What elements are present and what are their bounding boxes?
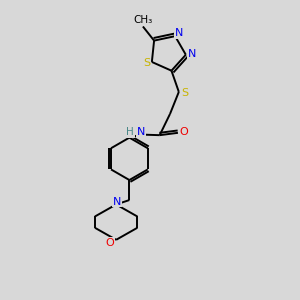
Text: N: N	[188, 49, 196, 59]
Text: S: S	[182, 88, 189, 98]
Text: O: O	[179, 127, 188, 137]
Text: S: S	[143, 58, 150, 68]
Text: H: H	[126, 127, 134, 137]
Text: N: N	[137, 127, 145, 137]
Text: CH₃: CH₃	[133, 15, 152, 25]
Text: N: N	[175, 28, 184, 38]
Text: N: N	[113, 196, 122, 206]
Text: O: O	[105, 238, 114, 248]
